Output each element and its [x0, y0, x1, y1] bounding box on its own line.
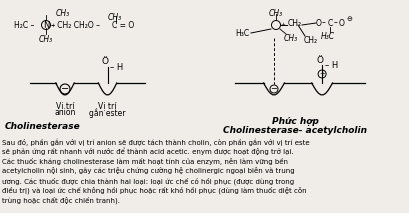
- Text: acetylcholin nội sinh, gây các triệu chứng cường hệ cholinergic ngoại biên và tr: acetylcholin nội sinh, gây các triệu chứ…: [2, 167, 294, 174]
- Text: CH₃: CH₃: [56, 9, 70, 18]
- Text: gắn ester: gắn ester: [89, 108, 126, 118]
- Text: C: C: [327, 19, 333, 27]
- Text: N: N: [43, 22, 49, 30]
- Text: Cholinesterase- acetylcholin: Cholinesterase- acetylcholin: [222, 126, 366, 135]
- Text: Cholinesterase: Cholinesterase: [5, 122, 81, 131]
- Text: điều trị) và loại ức chế không hồi phục hoặc rất khó hồi phục (dùng làm thuốc di: điều trị) và loại ức chế không hồi phục …: [2, 187, 306, 194]
- Text: ương. Các thuốc được chia thành hai loại: loại ức chế có hồi phục (được dùng tro: ương. Các thuốc được chia thành hai loại…: [2, 177, 293, 185]
- Text: ⊖: ⊖: [345, 16, 351, 22]
- Text: –: –: [333, 19, 337, 27]
- Text: −: −: [61, 84, 69, 94]
- Text: C = O: C = O: [112, 22, 134, 30]
- Text: Sau đó, phần gắn với vị trí anion sẽ được tách thành cholin, còn phần gắn với vị: Sau đó, phần gắn với vị trí anion sẽ đượ…: [2, 138, 309, 145]
- Text: CH₃: CH₃: [283, 34, 297, 43]
- Text: Ö: Ö: [316, 56, 323, 65]
- Text: trùng hoặc chất độc chiến tranh).: trùng hoặc chất độc chiến tranh).: [2, 197, 120, 204]
- Text: CH₃: CH₃: [268, 9, 282, 18]
- Text: O: O: [315, 19, 321, 27]
- Text: H₃C: H₃C: [320, 32, 334, 41]
- Text: CH₂: CH₂: [287, 19, 301, 27]
- Text: CH₃: CH₃: [39, 35, 53, 44]
- Text: – H: – H: [324, 62, 337, 71]
- Text: CH₂: CH₂: [303, 36, 317, 45]
- Text: – H: – H: [109, 63, 123, 72]
- Text: –: –: [321, 19, 325, 27]
- Text: Vị trí: Vị trí: [98, 101, 117, 110]
- Text: +: +: [50, 23, 55, 28]
- Text: −: −: [270, 85, 277, 94]
- Text: +: +: [318, 71, 324, 77]
- Text: Vị trí: Vị trí: [56, 101, 74, 110]
- Text: +: +: [279, 22, 284, 27]
- Text: Phức hợp: Phức hợp: [271, 117, 318, 126]
- Text: Các thuốc kháng cholinesterase làm mất hoạt tính của enzym, nên làm vững bền: Các thuốc kháng cholinesterase làm mất h…: [2, 158, 287, 165]
- Text: CH₃: CH₃: [108, 13, 122, 22]
- Text: anion: anion: [54, 108, 76, 117]
- Text: sẽ phản ứng rất nhanh với nước để thành acid acetic. enym được hoạt động trở lại: sẽ phản ứng rất nhanh với nước để thành …: [2, 148, 293, 155]
- Text: H₃C: H₃C: [234, 29, 248, 37]
- Text: – CH₂ CH₂O –: – CH₂ CH₂O –: [51, 22, 100, 30]
- Text: H₂C –: H₂C –: [14, 22, 34, 30]
- Text: Ö: Ö: [101, 57, 108, 66]
- Text: O: O: [338, 19, 344, 27]
